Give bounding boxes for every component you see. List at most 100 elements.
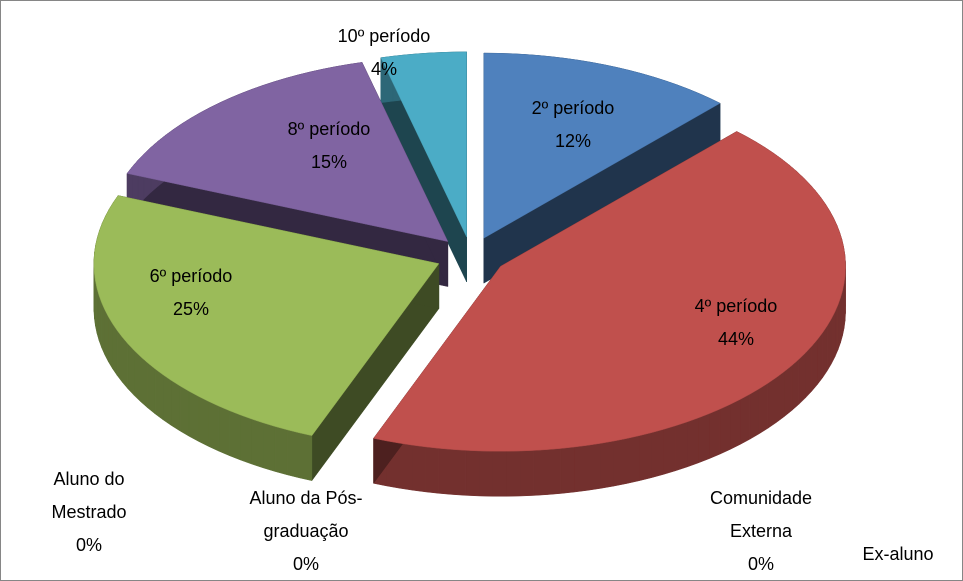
slice-side	[98, 295, 102, 348]
slice-side	[758, 382, 769, 435]
slice-side	[613, 438, 627, 487]
data-label: 10º período 4%	[314, 20, 454, 86]
slice-side	[108, 315, 113, 370]
slice-side	[240, 414, 252, 465]
slice-side	[140, 356, 148, 409]
slice-side	[533, 449, 548, 496]
slice-side	[162, 374, 172, 426]
slice-side	[830, 311, 836, 365]
pie-slice	[483, 52, 721, 284]
slice-side	[286, 429, 300, 479]
slice-side	[218, 405, 230, 457]
slice-side	[574, 445, 588, 493]
data-label: Ex-aluno 0%	[848, 538, 948, 580]
pie-slice	[380, 51, 467, 283]
slice-side	[229, 410, 241, 461]
data-label: 4º período 44%	[671, 290, 801, 356]
label-value: 15%	[310, 152, 348, 172]
slice-side	[438, 448, 453, 495]
slice-side	[686, 417, 699, 468]
slice-side	[251, 418, 264, 469]
slice-top	[373, 131, 846, 452]
slice-side	[784, 364, 793, 418]
slice-side	[663, 425, 676, 475]
label-name: 8º período	[287, 119, 371, 139]
slice-side	[133, 349, 141, 403]
slice-side	[492, 451, 507, 497]
pie-slice	[373, 131, 846, 497]
slice-side	[776, 371, 785, 423]
slice-top	[126, 62, 449, 242]
data-label: Comunidade Externa 0%	[696, 482, 826, 580]
slice-side	[179, 385, 190, 437]
slice-top	[380, 51, 467, 238]
slice-side	[425, 446, 440, 494]
label-name: Aluno da Pós-graduação	[249, 488, 363, 541]
slice-side	[730, 398, 741, 450]
slice-side	[834, 304, 839, 358]
slice-side	[826, 318, 832, 372]
label-value: 12%	[554, 131, 592, 151]
slice-side	[837, 297, 841, 350]
slice-side	[274, 426, 288, 476]
slice-side	[822, 325, 828, 379]
slice-side	[805, 345, 812, 399]
slice-side	[208, 401, 220, 452]
label-name: Aluno do Mestrado	[51, 469, 127, 522]
label-name: Ex-aluno	[862, 544, 934, 564]
slice-side	[587, 443, 601, 491]
slice-side	[127, 343, 135, 396]
label-value: 4%	[370, 59, 397, 79]
label-value: 44%	[717, 329, 755, 349]
label-name: 10º período	[337, 26, 431, 46]
slice-top	[483, 52, 721, 239]
slice-side	[263, 422, 276, 472]
slice-side	[560, 446, 575, 494]
slice-side	[675, 421, 688, 472]
slice-side	[101, 302, 105, 355]
slice-side	[791, 358, 800, 411]
data-label: 2º período 12%	[508, 92, 638, 158]
slice-top	[93, 195, 440, 436]
slice-side	[811, 338, 818, 392]
data-label: 8º período 15%	[264, 113, 394, 179]
slice-side	[96, 288, 100, 341]
data-label: 6º período 25%	[126, 260, 256, 326]
slice-side	[147, 362, 156, 415]
slice-side	[154, 368, 164, 421]
label-value: 0%	[848, 571, 948, 580]
slice-side	[600, 440, 614, 489]
slice-side	[520, 450, 535, 497]
slice-side	[817, 332, 823, 386]
slice-side	[122, 336, 129, 390]
slice-side	[767, 376, 777, 429]
slice-side	[452, 449, 467, 496]
slice-side	[188, 390, 200, 442]
slice-side	[116, 329, 123, 383]
slice-side	[840, 290, 843, 343]
label-name: 6º período	[149, 266, 233, 286]
data-label: Aluno do Mestrado 0%	[39, 463, 139, 562]
slice-side	[479, 450, 494, 497]
slice-side	[638, 432, 652, 482]
slice-side	[709, 408, 721, 459]
slice-side	[412, 444, 426, 493]
slice-side	[719, 403, 731, 455]
slice-side	[749, 388, 760, 440]
slice-side	[299, 432, 313, 481]
slice-side	[399, 442, 413, 491]
slice-side	[547, 448, 562, 495]
slice-side	[626, 435, 640, 484]
label-name: 2º período	[531, 98, 615, 118]
slice-side	[198, 396, 209, 447]
slice-side	[465, 450, 480, 497]
label-value: 0%	[292, 554, 319, 574]
slice-side	[698, 413, 710, 464]
slice-side	[740, 393, 751, 445]
label-name: 4º período	[694, 296, 778, 316]
slice-side	[112, 322, 118, 377]
label-value: 25%	[172, 299, 210, 319]
slice-side	[798, 352, 806, 405]
